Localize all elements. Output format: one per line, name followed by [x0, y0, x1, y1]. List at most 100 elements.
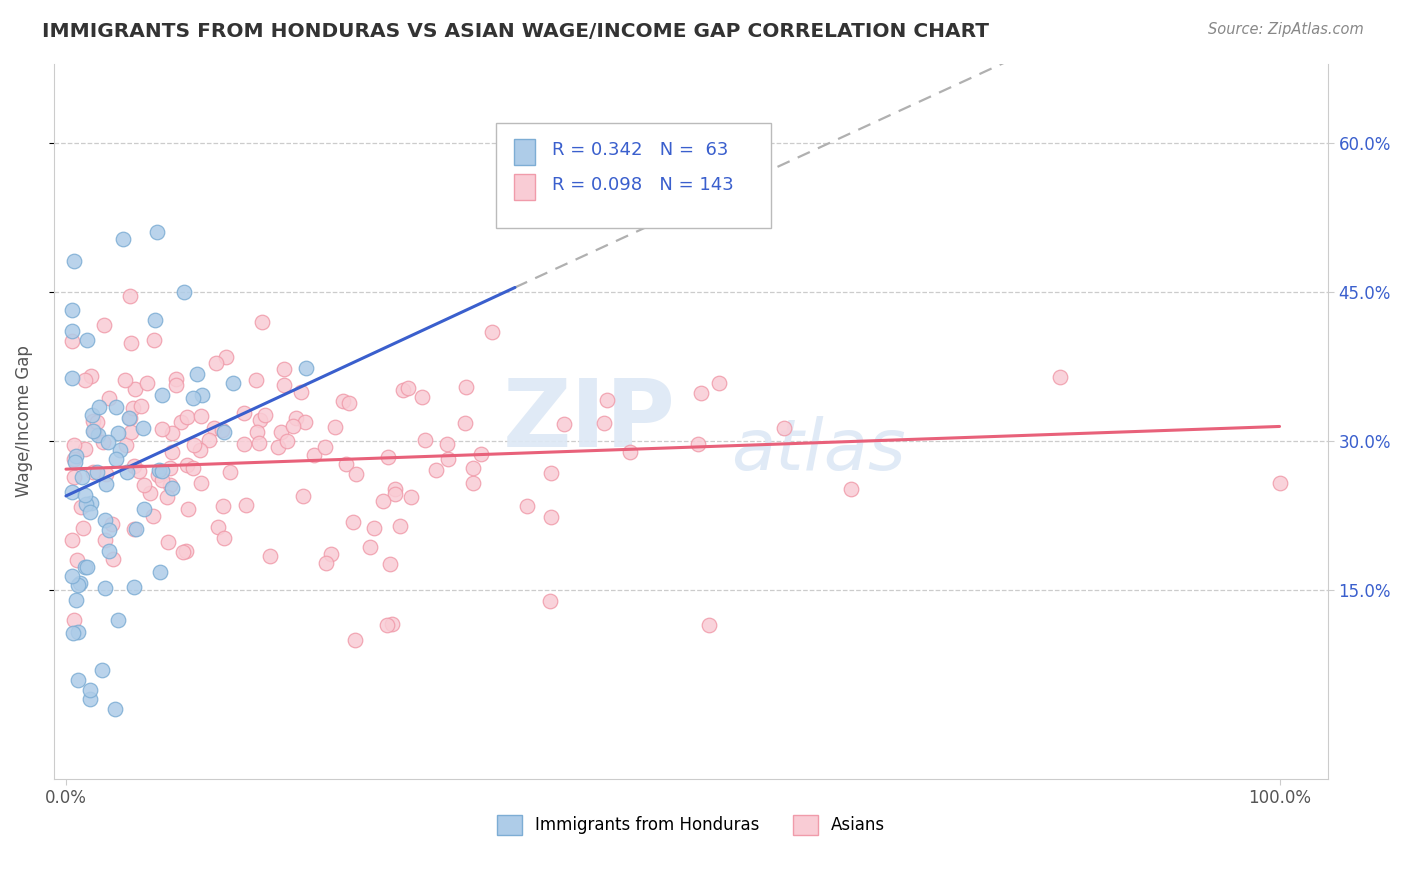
Point: [337, 396, 360, 410]
Point: [114, 437, 136, 451]
Point: [399, 491, 422, 505]
Point: [60, 303, 83, 318]
Point: [538, 593, 561, 607]
Point: [150, 473, 173, 487]
Point: [75, 488, 97, 502]
Legend: Immigrants from Honduras, Asians: Immigrants from Honduras, Asians: [496, 814, 886, 835]
Point: [89, 400, 111, 414]
Point: [82, 465, 104, 479]
Point: [190, 475, 212, 490]
Point: [80, 496, 103, 510]
Point: [93, 318, 115, 332]
Point: [120, 336, 142, 351]
Point: [60, 370, 83, 384]
Point: [321, 547, 343, 561]
Point: [118, 411, 141, 425]
Point: [188, 442, 211, 457]
Point: [191, 388, 214, 402]
Point: [150, 464, 173, 478]
Point: [67, 673, 90, 687]
Point: [94, 467, 117, 481]
Point: [436, 451, 458, 466]
Point: [70, 470, 93, 484]
Point: [82, 409, 104, 423]
Point: [207, 520, 229, 534]
Point: [157, 535, 180, 549]
Point: [94, 581, 117, 595]
Point: [245, 373, 267, 387]
Point: [63, 438, 86, 452]
Point: [132, 501, 155, 516]
Point: [292, 489, 315, 503]
Point: [619, 444, 641, 458]
Point: [190, 409, 212, 424]
Point: [156, 490, 179, 504]
Point: [101, 551, 124, 566]
Point: [553, 417, 575, 431]
Point: [120, 425, 142, 439]
Point: [76, 333, 98, 347]
Point: [103, 702, 125, 716]
Point: [66, 552, 89, 566]
Point: [63, 254, 86, 268]
Point: [131, 421, 153, 435]
Point: [481, 325, 503, 339]
Point: [250, 316, 273, 330]
Point: [101, 516, 124, 531]
Point: [98, 391, 121, 405]
Point: [165, 372, 187, 386]
Point: [249, 413, 271, 427]
Point: [381, 617, 404, 632]
Point: [232, 406, 254, 420]
Point: [276, 434, 298, 449]
Point: [172, 545, 194, 559]
Point: [205, 356, 228, 370]
Point: [470, 447, 492, 461]
Point: [70, 500, 93, 514]
Point: [98, 523, 121, 537]
Point: [63, 613, 86, 627]
Point: [283, 419, 305, 434]
Point: [146, 225, 169, 239]
Point: [124, 580, 146, 594]
Point: [128, 465, 150, 479]
Point: [259, 549, 281, 564]
Point: [332, 394, 354, 409]
Point: [212, 532, 235, 546]
Point: [69, 576, 91, 591]
Text: IMMIGRANTS FROM HONDURAS VS ASIAN WAGE/INCOME GAP CORRELATION CHART: IMMIGRANTS FROM HONDURAS VS ASIAN WAGE/I…: [42, 22, 990, 41]
Point: [212, 500, 235, 514]
Point: [79, 692, 101, 706]
Point: [72, 521, 94, 535]
Point: [66, 625, 89, 640]
Point: [295, 361, 318, 376]
Point: [212, 425, 235, 439]
Point: [75, 442, 97, 457]
Point: [114, 373, 136, 387]
Point: [60, 484, 83, 499]
Point: [83, 424, 105, 438]
Point: [67, 578, 90, 592]
Point: [150, 388, 173, 402]
Point: [247, 436, 270, 450]
Point: [202, 420, 225, 434]
Point: [150, 422, 173, 436]
Point: [425, 463, 447, 477]
Point: [211, 423, 233, 437]
Point: [142, 508, 165, 523]
Point: [396, 381, 419, 395]
Text: R = 0.098   N = 143: R = 0.098 N = 143: [551, 176, 734, 194]
Point: [734, 156, 756, 170]
Point: [315, 556, 337, 570]
Point: [104, 452, 127, 467]
Point: [131, 399, 153, 413]
Point: [377, 450, 399, 464]
Point: [181, 391, 204, 405]
Point: [124, 522, 146, 536]
Point: [686, 437, 709, 451]
Point: [222, 376, 245, 390]
Point: [174, 543, 197, 558]
Point: [335, 457, 357, 471]
Point: [162, 426, 184, 441]
Point: [290, 385, 312, 400]
